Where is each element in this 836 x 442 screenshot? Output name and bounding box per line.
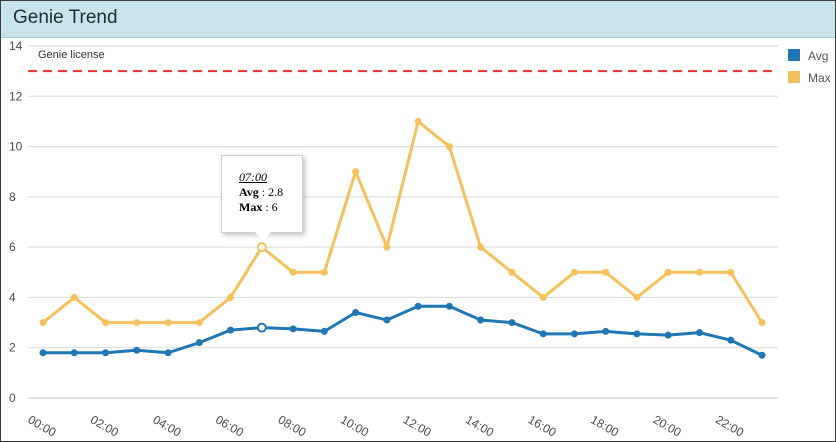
y-tick-14: 14 (9, 39, 23, 53)
point-max-8[interactable] (289, 268, 297, 276)
legend-swatch-max (788, 71, 800, 83)
point-avg-13[interactable] (445, 302, 453, 310)
point-max-2[interactable] (102, 319, 110, 327)
x-tick-1600: 16:00 (526, 412, 559, 439)
x-tick-1000: 10:00 (338, 412, 371, 439)
x-tick-1400: 14:00 (463, 412, 496, 439)
point-avg-11[interactable] (383, 316, 391, 324)
legend-item-avg[interactable]: Avg (788, 49, 828, 63)
legend-item-max[interactable]: Max (788, 71, 831, 85)
x-tick-2200: 22:00 (713, 412, 746, 439)
point-max-17[interactable] (570, 268, 578, 276)
legend-label-avg: Avg (808, 49, 828, 63)
x-axis-ticks: 00:00 02:00 04:00 06:00 08:00 10:00 12:00 14:00… (26, 412, 747, 439)
y-tick-4: 4 (9, 290, 16, 304)
point-avg-6[interactable] (227, 326, 235, 334)
point-max-22[interactable] (727, 268, 735, 276)
legend[interactable]: Avg Max (788, 49, 831, 85)
y-tick-6: 6 (9, 240, 16, 254)
tooltip-max-row: Max : 6 (239, 200, 278, 214)
point-max-6[interactable] (227, 293, 235, 301)
tooltip-max-value: 6 (271, 200, 278, 214)
point-avg-4[interactable] (164, 349, 172, 357)
point-max-23[interactable] (758, 319, 766, 327)
series-line-avg (43, 304, 763, 357)
series-max (39, 117, 766, 327)
point-avg-23[interactable] (758, 351, 766, 359)
legend-swatch-avg (788, 49, 800, 61)
x-tick-2000: 20:00 (651, 412, 684, 439)
point-avg-0[interactable] (39, 349, 47, 357)
point-max-21[interactable] (695, 268, 703, 276)
panel-title: Genie Trend (13, 7, 118, 28)
point-max-7[interactable] (256, 242, 267, 253)
point-avg-10[interactable] (352, 309, 360, 317)
point-max-3[interactable] (133, 319, 141, 327)
panel-header: Genie Trend (1, 1, 835, 38)
series-avg (39, 302, 766, 359)
point-avg-20[interactable] (664, 331, 672, 339)
tooltip-avg-label: Avg (239, 185, 259, 199)
point-max-13[interactable] (445, 143, 453, 151)
y-tick-12: 12 (9, 89, 23, 103)
x-tick-1800: 18:00 (588, 412, 621, 439)
x-tick-1200: 12:00 (401, 412, 434, 439)
point-max-15[interactable] (508, 268, 516, 276)
y-tick-0: 0 (9, 391, 16, 405)
series-line-max (42, 119, 764, 325)
point-max-4[interactable] (164, 319, 172, 327)
y-tick-10: 10 (9, 140, 23, 154)
point-avg-19[interactable] (633, 330, 641, 338)
legend-label-max: Max (808, 71, 831, 85)
point-max-5[interactable] (195, 319, 203, 327)
point-avg-12[interactable] (414, 302, 422, 310)
point-max-14[interactable] (477, 243, 485, 251)
x-tick-0200: 02:00 (88, 412, 121, 439)
point-avg-5[interactable] (195, 339, 203, 347)
point-avg-15[interactable] (508, 319, 516, 327)
point-avg-16[interactable] (539, 330, 547, 338)
series-group (39, 117, 766, 359)
tooltip-avg-row: Avg : 2.8 (239, 185, 284, 199)
tooltip-time: 07:00 (239, 170, 267, 184)
data-tooltip: 07:00 Avg : 2.8 Max : 6 (221, 155, 303, 241)
point-avg-8[interactable] (289, 325, 297, 333)
point-avg-22[interactable] (727, 336, 735, 344)
y-tick-2: 2 (9, 341, 16, 355)
point-max-12[interactable] (414, 117, 422, 125)
point-max-0[interactable] (39, 319, 47, 327)
tooltip-max-label: Max (239, 200, 263, 214)
x-tick-0400: 04:00 (151, 412, 184, 439)
license-label: Genie license (38, 49, 105, 61)
tooltip-avg-value: 2.8 (268, 185, 284, 199)
gridlines (28, 45, 778, 399)
point-max-19[interactable] (633, 293, 641, 301)
point-max-10[interactable] (352, 168, 360, 176)
point-max-1[interactable] (70, 293, 78, 301)
x-tick-0800: 08:00 (276, 412, 309, 439)
point-max-18[interactable] (602, 268, 610, 276)
point-avg-18[interactable] (602, 327, 610, 335)
point-avg-14[interactable] (477, 316, 485, 324)
license-reference: Genie license (28, 49, 778, 73)
x-tick-0600: 06:00 (213, 412, 246, 439)
point-max-16[interactable] (539, 293, 547, 301)
y-axis-ticks: 0 2 4 6 8 10 12 14 (9, 39, 23, 405)
point-max-20[interactable] (664, 268, 672, 276)
point-avg-7[interactable] (256, 322, 267, 333)
point-avg-17[interactable] (570, 330, 578, 338)
point-avg-2[interactable] (102, 349, 110, 357)
y-tick-8: 8 (9, 190, 16, 204)
point-max-11[interactable] (383, 243, 391, 251)
point-avg-9[interactable] (320, 327, 328, 335)
point-avg-21[interactable] (695, 329, 703, 337)
point-avg-1[interactable] (70, 349, 78, 357)
x-tick-0000: 00:00 (26, 412, 59, 439)
point-max-9[interactable] (320, 268, 328, 276)
point-avg-3[interactable] (133, 346, 141, 354)
